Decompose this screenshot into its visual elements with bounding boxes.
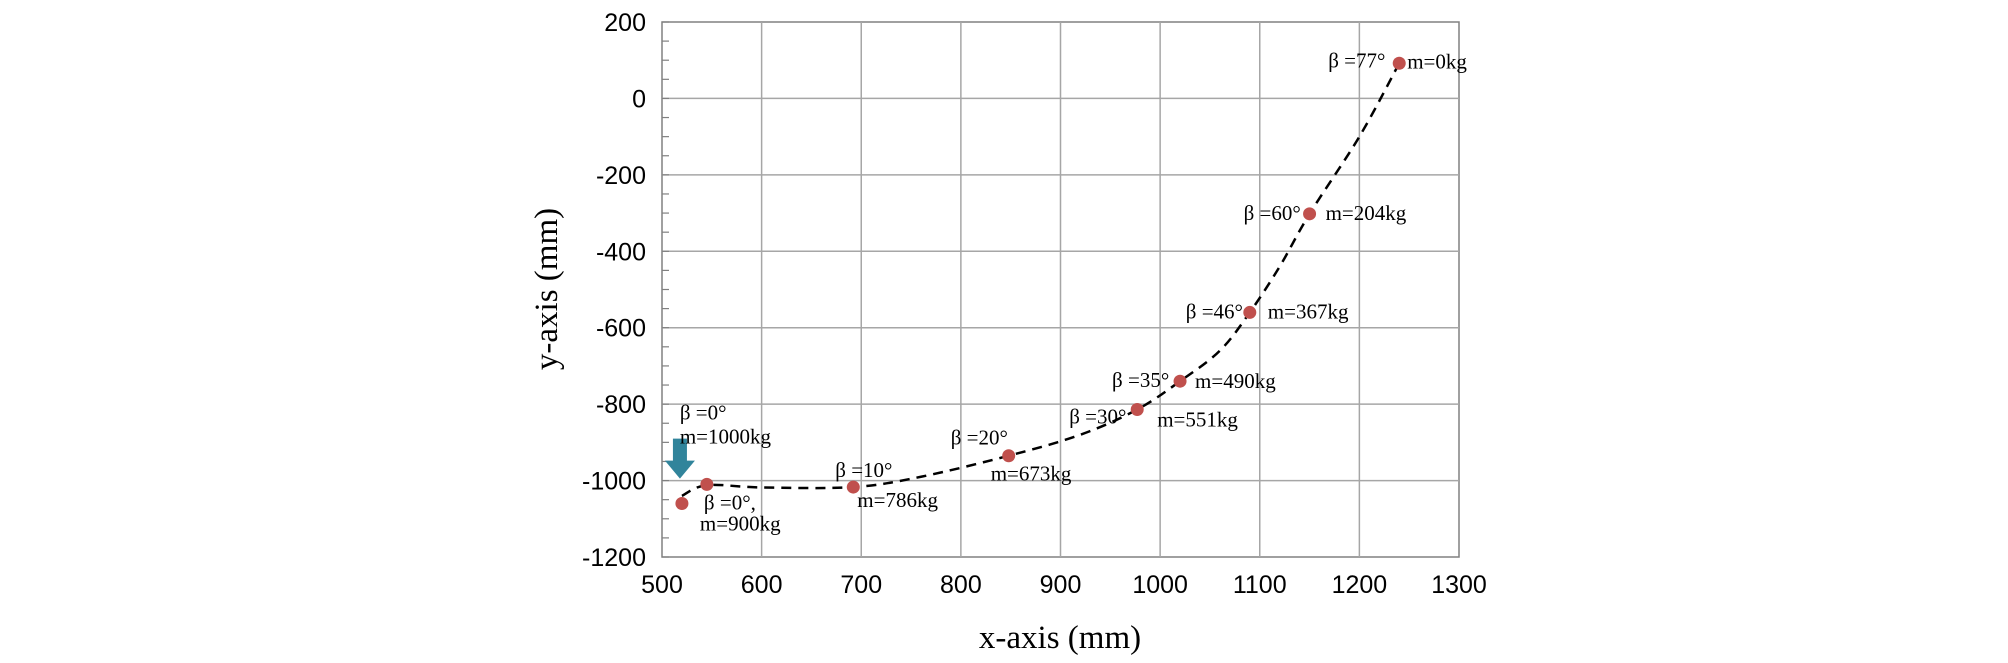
point-label: β =60° [1244, 201, 1301, 225]
point-label: m=1000kg [680, 424, 772, 448]
x-axis-title: x-axis (mm) [979, 620, 1141, 656]
x-tick-label: 600 [741, 571, 783, 599]
point-label: m=900kg [700, 512, 781, 536]
down-arrow-icon [664, 438, 695, 479]
data-point [1392, 56, 1406, 70]
data-point [675, 497, 689, 510]
y-tick-labels: 200 0 -200 -400 -600 -800 -1000 -1200 [582, 9, 646, 572]
point-label: β =46° [1186, 299, 1243, 323]
point-label: m=786kg [857, 488, 938, 512]
x-tick-label: 900 [1040, 571, 1082, 599]
point-label: m=673kg [991, 462, 1072, 486]
point-label: m=204kg [1326, 201, 1407, 225]
point-labels: β =0°,m=900kg β =0°m=1000kg β =10° m=786kg β… [680, 48, 1468, 535]
point-label: β =10° [835, 458, 892, 482]
y-tick-label: 0 [632, 85, 646, 113]
data-point [1243, 305, 1257, 319]
point-label: β =20° [951, 426, 1008, 450]
x-tick-labels: 500 600 700 800 900 1000 1100 1200 1300 [641, 571, 1487, 599]
x-tick-label: 1000 [1132, 571, 1188, 599]
start-arrow-icon [664, 438, 695, 479]
point-label: β =30° [1069, 404, 1126, 428]
y-tick-label: -1000 [582, 468, 646, 496]
data-point [1002, 449, 1016, 463]
point-label: β =0°, [704, 491, 756, 515]
x-tick-label: 700 [840, 571, 882, 599]
data-point [846, 480, 860, 494]
x-tick-label: 1300 [1431, 571, 1487, 599]
y-tick-label: -800 [596, 391, 646, 419]
y-tick-label: -200 [596, 162, 646, 190]
minor-ticks [662, 21, 669, 558]
point-label: m=0kg [1407, 49, 1467, 73]
x-tick-label: 500 [641, 571, 683, 599]
y-tick-label: -1200 [582, 544, 646, 572]
x-tick-label: 800 [940, 571, 982, 599]
x-tick-label: 1200 [1332, 571, 1388, 599]
data-point [1173, 374, 1187, 388]
point-label: β =0° [680, 400, 727, 424]
x-tick-label: 1100 [1233, 571, 1287, 599]
grid [662, 22, 1459, 557]
y-tick-label: 200 [604, 9, 646, 37]
point-label: β =35° [1112, 368, 1169, 392]
point-label: m=367kg [1268, 299, 1349, 323]
y-tick-label: -400 [596, 238, 646, 266]
data-point [1303, 207, 1317, 221]
data-point [1130, 402, 1144, 416]
y-tick-label: -600 [596, 315, 646, 343]
point-label: β =77° [1328, 48, 1385, 72]
y-axis-title: y-axis (mm) [529, 208, 565, 370]
data-point [700, 477, 714, 491]
data-points [675, 56, 1406, 510]
point-label: m=551kg [1157, 407, 1238, 431]
point-label: m=490kg [1195, 369, 1276, 393]
